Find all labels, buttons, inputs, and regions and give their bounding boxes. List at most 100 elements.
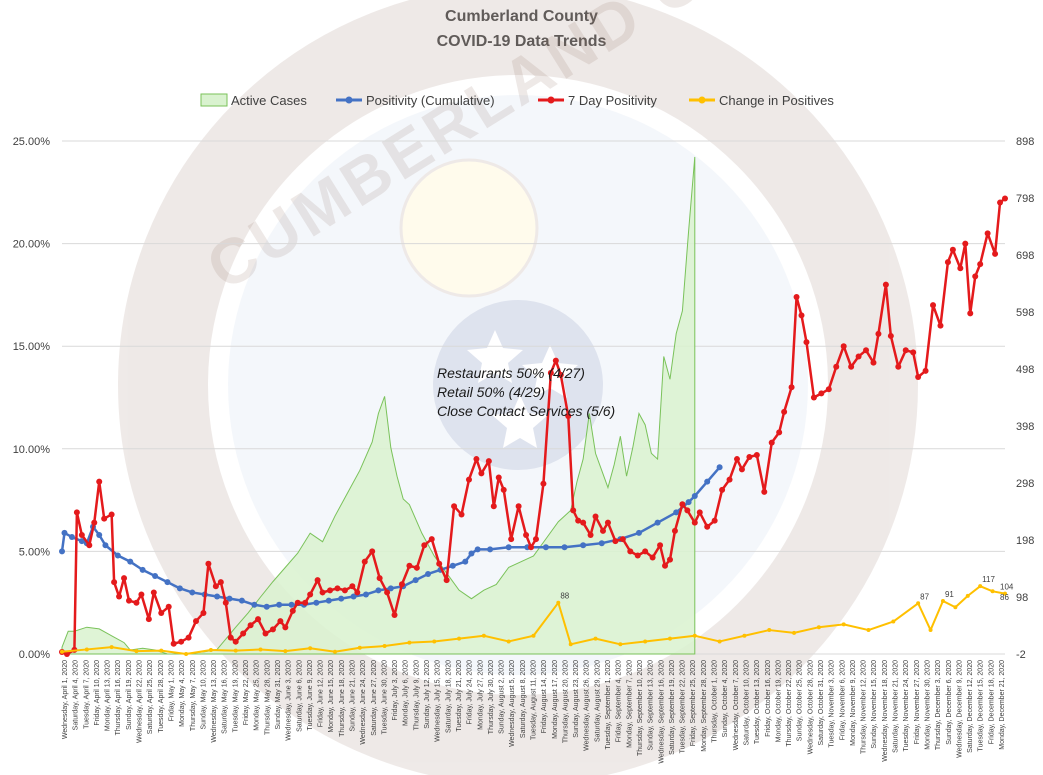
seven-day-point [870,359,877,366]
x-tick-label: Friday, September 4, 2020 [616,660,623,742]
seven-day-point [277,618,284,625]
seven-day-point [691,519,698,526]
positivity-point [462,558,469,565]
change-point [717,639,722,644]
seven-day-point [391,612,398,619]
seven-day-point [972,273,979,280]
x-tick-label: Sunday, April 19, 2020 [126,660,133,730]
seven-day-point [930,302,937,309]
legend-swatch-marker [698,96,706,104]
y-left-tick-label: 20.00% [13,239,51,251]
x-tick-label: Wednesday, October 7, 2020 [733,660,740,751]
x-tick-label: Saturday, October 31, 2020 [818,660,825,746]
positivity-point [276,601,283,608]
axes: 0.00% 5.00% 10.00% 15.00% 20.00% 25.00% -2 98 19… [13,136,1035,764]
x-tick-label: Thursday, December 3, 2020 [935,660,942,750]
change-point [978,584,983,589]
seven-day-point [354,589,361,596]
x-tick-label: Friday, December 18, 2020 [988,660,995,744]
seven-day-point [895,363,902,370]
seven-day-point [592,513,599,520]
change-point [891,619,896,624]
seven-day-point [508,536,515,543]
seven-day-point [761,488,768,495]
change-point [258,647,263,652]
seven-day-point [86,542,93,549]
seven-day-point [240,630,247,637]
change-point [965,593,970,598]
seven-day-point [490,503,497,510]
chart-subtitle: COVID-19 Data Trends [436,33,607,50]
seven-day-point [138,591,145,598]
seven-day-point [451,503,458,510]
positivity-point [78,538,85,545]
legend-label: 7 Day Positivity [568,93,657,108]
seven-day-point [341,587,348,594]
seven-day-point [319,589,326,596]
change-point [742,633,747,638]
x-tick-label: Tuesday, November 24, 2020 [903,660,910,752]
change-point [481,633,486,638]
positivity-point [189,589,196,596]
x-tick-label: Sunday, May 31, 2020 [275,660,282,730]
active-cases-area [61,156,696,655]
x-tick-label: Friday, October 16, 2020 [765,660,772,737]
seven-day-point [580,519,587,526]
seven-day-point [269,626,276,633]
x-tick-label: Monday, December 21, 2020 [999,660,1006,750]
x-tick-label: Sunday, August 2, 2020 [499,660,506,734]
y-right-tick-label: -2 [1016,649,1026,661]
seven-day-point [458,511,465,518]
positivity-point [425,570,432,577]
x-tick-label: Friday, September 25, 2020 [690,660,697,746]
change-point [953,605,958,610]
x-tick-label: Sunday, September 13, 2020 [648,660,655,751]
positivity-point [288,601,295,608]
x-tick-label: Sunday, December 6, 2020 [946,660,953,745]
x-tick-label: Tuesday, December 15, 2020 [978,660,985,752]
x-tick-label: Thursday, May 28, 2020 [264,660,271,735]
seven-day-point [666,556,673,563]
change-data-label: 87 [920,592,929,601]
positivity-point [263,603,270,610]
x-tick-label: Saturday, December 12, 2020 [967,660,974,753]
x-tick-label: Saturday, October 10, 2020 [743,660,750,746]
x-tick-label: Wednesday, June 3, 2020 [286,660,293,741]
change-point [457,636,462,641]
x-tick-label: Thursday, April 16, 2020 [115,660,122,735]
seven-day-point [108,511,115,518]
change-point [84,647,89,652]
x-tick-label: Monday, May 4, 2020 [179,660,186,727]
seven-day-point [200,609,207,616]
positivity-point [468,550,475,557]
x-tick-label: Sunday, October 25, 2020 [797,660,804,741]
positivity-point [635,529,642,536]
change-point [159,648,164,653]
y-right-tick-label: 398 [1016,421,1034,433]
x-tick-label: Monday, August 17, 2020 [552,660,559,739]
seven-day-point [96,478,103,485]
legend: Active Cases Positivity (Cumulative) 7 Day… [200,93,834,108]
seven-day-point [696,509,703,516]
seven-day-point [145,616,152,623]
seven-day-point [436,560,443,567]
x-tick-label: Wednesday, August 5, 2020 [509,660,516,747]
tn-star-icon-3 [492,395,548,448]
change-data-label: 86 [1000,593,1009,602]
x-tick-label: Friday, July 3, 2020 [392,660,399,721]
x-tick-label: Tuesday, June 9, 2020 [307,660,314,731]
y-right-tick-label: 198 [1016,535,1034,547]
seven-day-point [126,597,133,604]
positivity-point [139,566,146,573]
x-tick-label: Monday, November 30, 2020 [924,660,931,750]
seven-day-point [212,583,219,590]
seven-day-point [406,562,413,569]
seven-day-point [111,579,118,586]
x-tick-label: Monday, September 28, 2020 [701,660,708,752]
seven-day-point [977,261,984,268]
seven-day-point [788,384,795,391]
change-point [357,645,362,650]
change-point [792,630,797,635]
change-point [60,649,64,654]
